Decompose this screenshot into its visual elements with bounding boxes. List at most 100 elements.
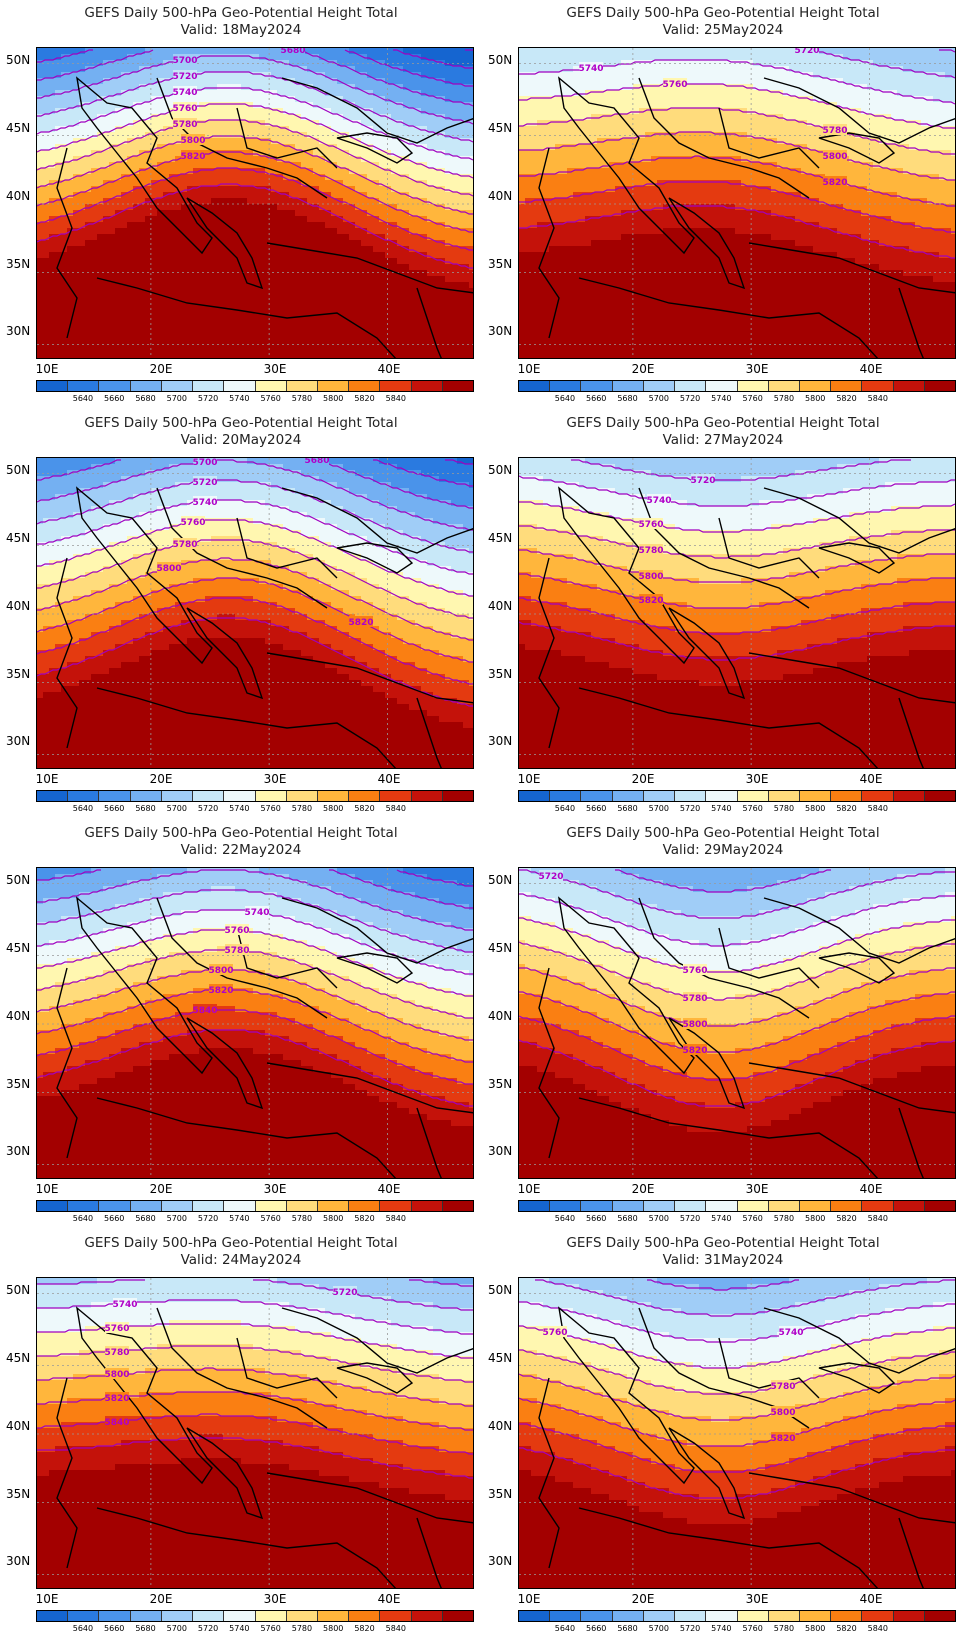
- colorbar-swatch: [161, 1611, 194, 1621]
- contour-label: 5740: [172, 88, 197, 98]
- height-contour: [37, 989, 473, 1063]
- coastline: [578, 687, 879, 768]
- colorbar: [518, 1200, 956, 1212]
- colorbar: [518, 790, 956, 802]
- contour-label: 5760: [638, 520, 663, 530]
- coastline: [763, 1307, 955, 1374]
- contour-label: 5820: [822, 178, 847, 188]
- height-contour: [571, 459, 911, 481]
- colorbar-label: 5820: [354, 1214, 374, 1223]
- contour-label: 5780: [172, 120, 197, 130]
- latitude-label: 50N: [6, 873, 36, 887]
- contour-label: 5820: [348, 618, 373, 628]
- contour-label: 5800: [822, 152, 847, 162]
- longitude-label: 40E: [860, 1592, 883, 1606]
- height-contour: [519, 1301, 955, 1343]
- longitude-label: 10E: [518, 362, 541, 376]
- colorbar-label: 5740: [229, 804, 249, 813]
- colorbar-label: 5800: [323, 1624, 343, 1633]
- colorbar-label: 5680: [617, 804, 637, 813]
- colorbar-label: 5820: [836, 1624, 856, 1633]
- contour-label: 5720: [192, 478, 217, 488]
- colorbar-label: 5760: [260, 1624, 280, 1633]
- coastline: [578, 1097, 879, 1178]
- latitude-label: 35N: [6, 257, 36, 271]
- colorbar-label: 5740: [229, 1624, 249, 1633]
- colorbar-swatch: [862, 791, 894, 801]
- height-contour: [519, 893, 955, 947]
- contour-label: 5740: [578, 64, 603, 74]
- coastline: [156, 1307, 328, 1429]
- longitude-label: 30E: [746, 362, 769, 376]
- coastline: [281, 77, 473, 144]
- colorbar-swatch: [706, 791, 738, 801]
- coastline: [336, 952, 414, 984]
- panel-title: GEFS Daily 500-hPa Geo-Potential Height …: [482, 5, 964, 22]
- colorbar-label: 5680: [135, 1214, 155, 1223]
- coastline: [898, 287, 924, 358]
- coastline: [898, 697, 924, 768]
- panel-title: GEFS Daily 500-hPa Geo-Potential Height …: [0, 825, 482, 842]
- colorbar-swatch: [380, 791, 412, 801]
- colorbar-label: 5720: [198, 804, 218, 813]
- height-contour: [519, 525, 955, 559]
- colorbar-swatch: [612, 381, 644, 391]
- coastline: [557, 76, 695, 255]
- colorbar-swatch: [519, 1201, 551, 1211]
- colorbar-swatch: [612, 1611, 644, 1621]
- colorbar-swatch: [768, 1201, 800, 1211]
- longitude-label: 20E: [150, 1182, 173, 1196]
- height-contour: [519, 501, 955, 533]
- colorbar-label: 5820: [836, 394, 856, 403]
- longitude-label: 30E: [264, 772, 287, 786]
- colorbar-label: 5740: [711, 394, 731, 403]
- coastline: [668, 1427, 746, 1520]
- contour-label: 5780: [224, 946, 249, 956]
- coastline: [416, 1107, 442, 1178]
- longitude-label: 30E: [746, 1182, 769, 1196]
- contour-label: 5800: [156, 564, 181, 574]
- colorbar-label: 5780: [292, 1624, 312, 1633]
- colorbar-swatch: [706, 1611, 738, 1621]
- coastline: [718, 517, 820, 579]
- coastline: [818, 542, 896, 574]
- colorbar-swatch: [255, 381, 287, 391]
- colorbar-swatch: [737, 1201, 769, 1211]
- contour-label: 5700: [192, 458, 217, 468]
- height-contour: [519, 1373, 955, 1421]
- panel-title: GEFS Daily 500-hPa Geo-Potential Height …: [0, 5, 482, 22]
- colorbar-swatch: [286, 1611, 318, 1621]
- colorbar-swatch: [831, 1611, 863, 1621]
- longitude-label: 20E: [150, 362, 173, 376]
- contour-label: 5820: [180, 152, 205, 162]
- colorbar-swatch: [893, 381, 925, 391]
- contour-label: 5820: [104, 1394, 129, 1404]
- colorbar-swatch: [99, 1201, 131, 1211]
- height-contour: [519, 991, 955, 1053]
- colorbar-swatch: [68, 1611, 100, 1621]
- colorbar-label: 5680: [617, 1214, 637, 1223]
- contour-label: 5760: [682, 966, 707, 976]
- latitude-label: 30N: [488, 324, 518, 338]
- coastline: [75, 76, 213, 255]
- colorbar-swatch: [37, 381, 69, 391]
- colorbar-label: 5720: [198, 1624, 218, 1633]
- height-contour: [519, 1015, 955, 1081]
- longitude-label: 40E: [378, 1182, 401, 1196]
- height-field-map: 5680 5700 5720 5740 5760 5780 5800 5820: [36, 457, 474, 769]
- longitude-label: 40E: [860, 772, 883, 786]
- colorbar: [518, 1610, 956, 1622]
- latitude-label: 50N: [488, 463, 518, 477]
- colorbar-swatch: [99, 381, 131, 391]
- valid-date: Valid: 31May2024: [482, 1252, 964, 1269]
- colorbar-swatch: [893, 1611, 925, 1621]
- coastline: [236, 517, 338, 579]
- colorbar-label: 5700: [649, 804, 669, 813]
- height-contour: [37, 929, 473, 997]
- height-contour: [519, 573, 955, 609]
- height-contour: [37, 617, 473, 707]
- colorbar-label: 5700: [167, 394, 187, 403]
- longitude-label: 30E: [264, 1182, 287, 1196]
- height-contour: [37, 577, 473, 663]
- latitude-label: 50N: [488, 873, 518, 887]
